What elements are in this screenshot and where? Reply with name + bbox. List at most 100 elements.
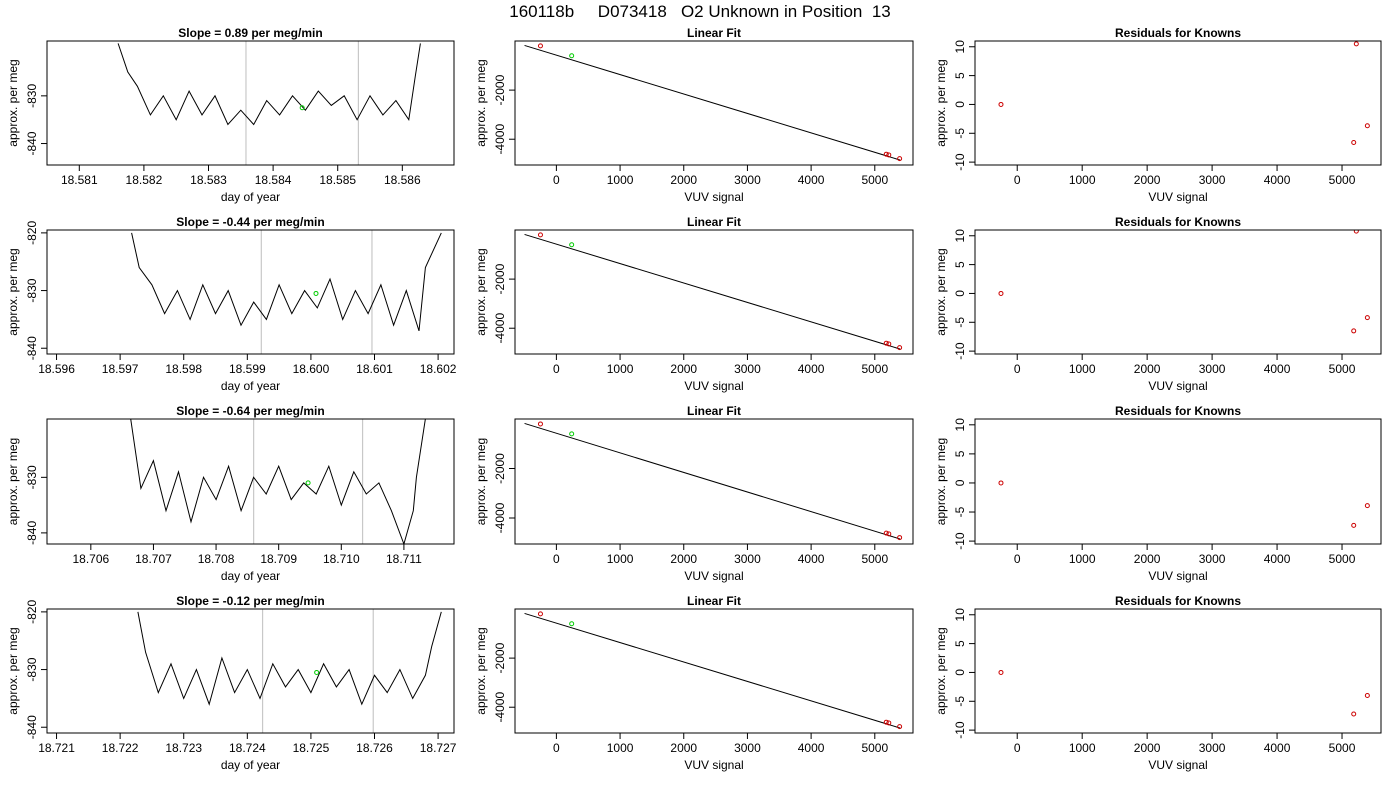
row1-fit-fit-line [524,44,901,161]
row4-resid-residual-point [1364,693,1370,699]
row2-slope-xlabel: day of year [221,379,280,393]
row2-fit-xtick-label: 2000 [670,362,697,376]
row1-resid-residual-point [1351,140,1357,146]
row2-fit-plot-area [524,232,903,351]
row4-slope-xtick-label: 18.724 [229,741,266,755]
row1-resid-xlabel: VUV signal [1148,190,1207,204]
row1-fit-ytick-label: -4000 [493,124,507,155]
row2-fit-known-point [883,340,889,346]
row1-resid-ylabel: approx. per meg [934,59,948,146]
row3-fit-ylabel: approx. per meg [474,438,488,525]
row4-slope-xtick-label: 18.725 [293,741,330,755]
row3-fit-xtick-label: 1000 [607,552,634,566]
row2-slope-ytick-label: -830 [25,278,39,302]
row3-fit-known-point [886,531,892,537]
row2-resid-xlabel: VUV signal [1148,379,1207,393]
row3-slope-xtick-label: 18.709 [260,552,297,566]
row2-resid-residual-point [998,290,1004,296]
row3-fit-xtick-label: 4000 [798,552,825,566]
row4-resid-xlabel: VUV signal [1148,758,1207,772]
row3-slope-unknown-point [305,480,311,486]
row2-slope-panel: Slope = -0.44 per meg/min day of year appr… [6,215,457,393]
row3-slope-xlabel: day of year [221,569,280,583]
row1-fit-xtick-label: 5000 [861,173,888,187]
row2-slope-xtick-label: 18.596 [38,362,75,376]
row2-fit-xtick-label: 3000 [734,362,761,376]
row2-fit-known-point [897,345,903,351]
row2-resid-ytick-label: -5 [953,317,967,328]
row2-slope-title: Slope = -0.44 per meg/min [176,215,324,229]
row2-slope-xtick-label: 18.599 [229,362,266,376]
row3-resid-panel: Residuals for Knowns VUV signal approx. pe… [934,404,1382,583]
row4-slope-xtick-label: 18.726 [356,741,393,755]
row2-resid-residual-point [1364,315,1370,321]
row1-fit-known-point [537,43,543,49]
row3-fit-xtick-label: 5000 [861,552,888,566]
row3-slope-ytick-label: -830 [25,465,39,489]
row4-fit-xtick-label: 1000 [607,741,634,755]
row4-resid-plot-area [998,669,1370,717]
row3-resid-ytick-label: 5 [953,450,967,457]
row2-slope-ytick-label: -840 [25,336,39,360]
row4-fit-panel: Linear Fit VUV signal approx. per meg 0 1000… [474,594,914,772]
row3-resid-xtick-label: 4000 [1264,552,1291,566]
row3-slope-trace-line [130,419,426,544]
row4-fit-xtick-label: 4000 [798,741,825,755]
row3-resid-xtick-label: 3000 [1199,552,1226,566]
row1-slope-xtick-label: 18.581 [61,173,98,187]
row3-fit-frame [514,418,914,545]
row1-fit-plot-area [524,43,903,162]
row4-resid-ytick-label: 0 [953,669,967,676]
row1-fit-xtick-label: 3000 [734,173,761,187]
row1-slope-panel: Slope = 0.89 per meg/min day of year appro… [6,26,455,204]
row2-resid-panel: Residuals for Knowns VUV signal approx. pe… [934,215,1382,393]
row2-resid-xtick-label: 2000 [1134,362,1161,376]
row4-fit-xtick-label: 0 [553,741,560,755]
row2-resid-plot-area [998,230,1370,334]
row2-fit-ytick-label: -2000 [493,263,507,294]
row3-fit-ytick-label: -4000 [493,502,507,533]
row4-fit-known-point [886,720,892,726]
row2-fit-xtick-label: 0 [553,362,560,376]
row1-slope-plot-area [117,41,421,165]
row1-fit-xtick-label: 4000 [798,173,825,187]
row2-resid-xtick-label: 5000 [1329,362,1356,376]
row3-resid-xtick-label: 0 [1014,552,1021,566]
row3-slope-xtick-label: 18.710 [323,552,360,566]
row3-resid-residual-point [998,480,1004,486]
row2-resid-title: Residuals for Knowns [1115,215,1241,229]
row2-resid-ytick-label: 0 [953,290,967,297]
row2-fit-panel: Linear Fit VUV signal approx. per meg 0 1000… [474,215,914,393]
row3-fit-fit-line [524,422,901,540]
row4-resid-title: Residuals for Knowns [1115,594,1241,608]
row3-resid-xlabel: VUV signal [1148,569,1207,583]
row2-fit-xlabel: VUV signal [684,379,743,393]
row3-slope-xtick-label: 18.706 [72,552,109,566]
row1-resid-title: Residuals for Knowns [1115,26,1241,40]
row1-fit-frame [514,40,914,166]
row2-slope-xtick-label: 18.602 [420,362,457,376]
row3-fit-xtick-label: 2000 [670,552,697,566]
row4-slope-ytick-label: -820 [25,600,39,624]
row3-slope-ytick-label: -840 [25,521,39,545]
row2-resid-xtick-label: 3000 [1199,362,1226,376]
row1-resid-residual-point [1364,123,1370,129]
row1-fit-known-point [886,152,892,158]
row3-fit-known-point [883,530,889,536]
row4-slope-xtick-label: 18.722 [102,741,139,755]
row4-fit-known-point [897,724,903,730]
row2-fit-xtick-label: 1000 [607,362,634,376]
row4-resid-ytick-label: 10 [953,608,967,622]
row2-resid-ytick-label: 5 [953,261,967,268]
row1-slope-trace-line [117,43,421,126]
row1-resid-xtick-label: 2000 [1134,173,1161,187]
row1-fit-title: Linear Fit [687,26,741,40]
row3-resid-frame [974,418,1382,545]
row4-fit-known-point [537,611,543,617]
row1-resid-residual-point [1353,41,1359,47]
row1-resid-ytick-label: -10 [953,153,967,171]
row4-resid-panel: Residuals for Knowns VUV signal approx. pe… [934,594,1382,772]
row3-resid-xtick-label: 1000 [1069,552,1096,566]
